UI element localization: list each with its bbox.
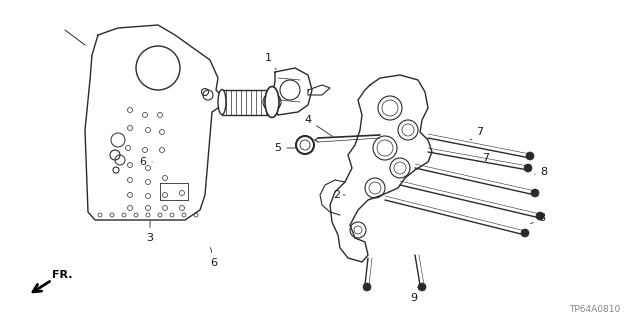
Text: FR.: FR. [52, 270, 72, 280]
Circle shape [531, 189, 539, 197]
Circle shape [524, 164, 532, 172]
Circle shape [521, 229, 529, 237]
Text: 9: 9 [410, 287, 418, 303]
Text: 6: 6 [140, 157, 152, 167]
Circle shape [526, 152, 534, 160]
Circle shape [418, 283, 426, 291]
Text: 2: 2 [333, 190, 345, 200]
Ellipse shape [218, 90, 226, 115]
Ellipse shape [265, 86, 279, 117]
Text: 6: 6 [211, 248, 218, 268]
Text: 8: 8 [534, 167, 548, 177]
Text: 3: 3 [147, 221, 154, 243]
Text: 8: 8 [531, 213, 545, 224]
Text: 7: 7 [477, 153, 490, 163]
Circle shape [536, 212, 544, 220]
Text: 1: 1 [264, 53, 276, 70]
Text: 4: 4 [305, 115, 333, 137]
Circle shape [363, 283, 371, 291]
Text: 5: 5 [275, 143, 297, 153]
Text: 7: 7 [470, 127, 484, 140]
Text: TP64A0810: TP64A0810 [569, 306, 620, 315]
